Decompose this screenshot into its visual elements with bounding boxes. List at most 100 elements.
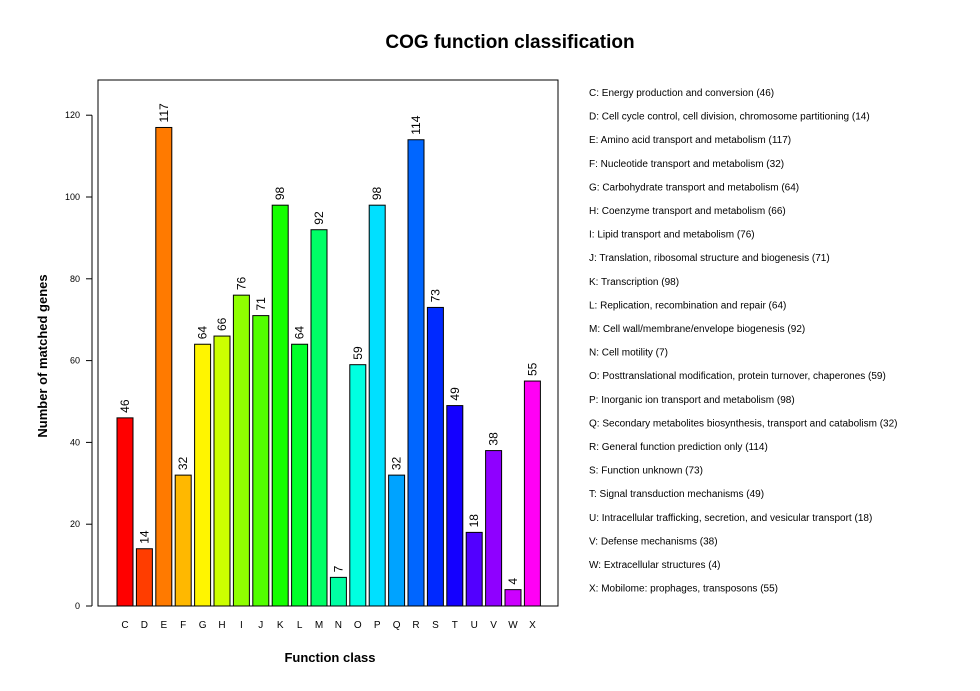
bar-value-label-E: 117: [157, 103, 171, 122]
bar-Q: [388, 474, 406, 607]
bar-O: [349, 364, 367, 607]
legend-entry: O: Posttranslational modification, prote…: [589, 371, 886, 382]
legend-entry: G: Carbohydrate transport and metabolism…: [589, 182, 799, 193]
bars: [116, 126, 541, 607]
bar-value-label-Q: 32: [390, 456, 404, 470]
bar-E: [155, 126, 173, 607]
legend-entry: T: Signal transduction mechanisms (49): [589, 489, 764, 500]
bar-X: [523, 380, 541, 607]
bar-value-label-P: 98: [370, 187, 384, 201]
y-tick-label: 20: [70, 519, 80, 529]
legend-entry: J: Translation, ribosomal structure and …: [589, 253, 830, 264]
y-tick-label: 60: [70, 356, 80, 366]
x-tick-label-K: K: [277, 620, 284, 631]
x-tick-label-U: U: [471, 620, 478, 631]
bar-G: [194, 343, 212, 607]
x-axis-label: Function class: [284, 650, 375, 665]
legend-entry: V: Defense mechanisms (38): [589, 536, 718, 547]
legend-entry: R: General function prediction only (114…: [589, 442, 768, 453]
bar-H: [213, 335, 231, 607]
bar-value-label-C: 46: [118, 399, 132, 413]
bar-R: [407, 139, 425, 607]
legend-entry: H: Coenzyme transport and metabolism (66…: [589, 206, 786, 217]
legend: C: Energy production and conversion (46)…: [589, 88, 898, 595]
y-axis: 0 20 40 60 80 100 120: [65, 110, 93, 611]
legend-entry: M: Cell wall/membrane/envelope biogenesi…: [589, 324, 805, 335]
x-tick-label-S: S: [432, 620, 439, 631]
x-tick-label-G: G: [199, 620, 207, 631]
bar-N: [329, 576, 347, 607]
bar-C: [116, 417, 134, 607]
x-tick-label-V: V: [490, 620, 497, 631]
x-tick-label-P: P: [374, 620, 381, 631]
legend-entry: I: Lipid transport and metabolism (76): [589, 230, 755, 241]
bar-value-label-L: 64: [293, 326, 307, 340]
x-tick-label-J: J: [258, 620, 263, 631]
legend-entry: U: Intracellular trafficking, secretion,…: [589, 513, 872, 524]
x-tick-label-L: L: [297, 620, 303, 631]
bar-value-label-V: 38: [487, 432, 501, 446]
legend-entry: Q: Secondary metabolites biosynthesis, t…: [589, 418, 898, 429]
y-tick-label: 100: [65, 192, 80, 202]
legend-entry: D: Cell cycle control, cell division, ch…: [589, 112, 870, 123]
chart-title: COG function classification: [385, 32, 634, 53]
bar-value-label-W: 4: [506, 578, 520, 585]
x-tick-label-N: N: [335, 620, 342, 631]
bar-F: [174, 474, 192, 607]
y-tick-label: 0: [75, 601, 80, 611]
x-tick-label-W: W: [508, 620, 518, 631]
bar-value-label-S: 73: [428, 289, 442, 303]
legend-entry: P: Inorganic ion transport and metabolis…: [589, 395, 795, 406]
bar-V: [485, 450, 503, 607]
bar-value-label-H: 66: [215, 317, 229, 331]
legend-entry: L: Replication, recombination and repair…: [589, 300, 786, 311]
x-tick-label-I: I: [240, 620, 243, 631]
bar-value-label-N: 7: [331, 565, 345, 572]
x-tick-label-E: E: [160, 620, 167, 631]
y-tick-label: 40: [70, 437, 80, 447]
legend-entry: K: Transcription (98): [589, 277, 679, 288]
legend-entry: S: Function unknown (73): [589, 466, 703, 477]
bar-value-label-J: 71: [254, 297, 268, 311]
x-tick-label-F: F: [180, 620, 186, 631]
legend-entry: X: Mobilome: prophages, transposons (55): [589, 584, 778, 595]
legend-entry: E: Amino acid transport and metabolism (…: [589, 135, 791, 146]
x-tick-label-R: R: [412, 620, 419, 631]
bar-value-label-I: 76: [234, 276, 248, 290]
bar-L: [291, 343, 309, 607]
bar-value-label-F: 32: [176, 456, 190, 470]
bar-D: [135, 548, 153, 607]
bar-value-label-K: 98: [273, 187, 287, 201]
x-tick-label-Q: Q: [393, 620, 401, 631]
y-axis-label: Number of matched genes: [35, 274, 50, 437]
bar-S: [426, 306, 444, 607]
bar-value-labels: 46 14 117 32 64 66 76 71 98 64 92 7 59 98 32 114 73 49 18 3…: [118, 103, 539, 585]
bar-value-label-G: 64: [196, 326, 210, 340]
bar-M: [310, 229, 328, 607]
bar-value-label-D: 14: [137, 530, 151, 544]
bar-T: [446, 405, 464, 607]
x-tick-label-X: X: [529, 620, 536, 631]
bar-K: [271, 204, 289, 607]
bar-I: [232, 294, 250, 607]
x-tick-label-H: H: [218, 620, 225, 631]
bar-value-label-U: 18: [467, 514, 481, 528]
legend-entry: F: Nucleotide transport and metabolism (…: [589, 159, 784, 170]
bar-value-label-R: 114: [409, 115, 423, 134]
legend-entry: W: Extracellular structures (4): [589, 560, 721, 571]
x-tick-label-M: M: [315, 620, 323, 631]
bar-value-label-M: 92: [312, 211, 326, 225]
plot-frame: [97, 79, 559, 607]
y-tick-label: 80: [70, 274, 80, 284]
bar-W: [504, 589, 522, 607]
bar-P: [368, 204, 386, 607]
legend-entry: C: Energy production and conversion (46): [589, 88, 774, 99]
x-tick-label-T: T: [452, 620, 458, 631]
bar-value-label-T: 49: [448, 387, 462, 401]
x-tick-label-O: O: [354, 620, 362, 631]
bar-J: [252, 315, 270, 607]
bar-value-label-O: 59: [351, 346, 365, 360]
